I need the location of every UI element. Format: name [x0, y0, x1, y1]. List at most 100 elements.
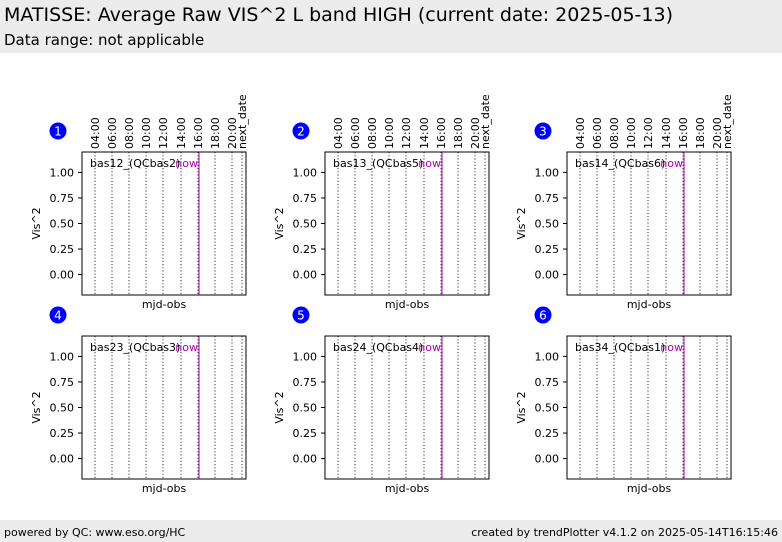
y-tick-label: 0.00	[535, 453, 560, 466]
y-tick-label: 0.25	[293, 243, 318, 256]
x-tick-label: 18:00	[209, 117, 222, 149]
plot-frame	[81, 151, 247, 296]
now-label: now	[175, 341, 198, 354]
now-label: now	[660, 157, 683, 170]
panel-number-badge	[534, 122, 552, 140]
x-tick-label: 08:00	[366, 117, 379, 149]
page-subtitle: Data range: not applicable	[4, 31, 205, 49]
y-axis-label: Vis^2	[515, 391, 528, 423]
now-label: now	[660, 341, 683, 354]
x-tick-label: 06:00	[349, 117, 362, 149]
panel-number-label: 1	[54, 125, 62, 139]
x-tick-label: 12:00	[157, 117, 170, 149]
now-label: now	[418, 341, 441, 354]
x-tick-label: 06:00	[106, 117, 119, 149]
panel-number-label: 6	[539, 309, 547, 323]
y-tick-label: 0.50	[293, 218, 318, 231]
x-tick-label: 16:00	[435, 117, 448, 149]
x-tick-label: 14:00	[175, 117, 188, 149]
x-axis-label: mjd-obs	[385, 298, 430, 311]
y-tick-label: 0.25	[50, 427, 75, 440]
baseline-label: bas34_(QCbas1)	[575, 341, 665, 354]
x-tick-label: next_date	[479, 94, 492, 149]
plot-frame	[566, 151, 732, 296]
baseline-label: bas13_(QCbas5)	[333, 157, 423, 170]
x-tick-label: 04:00	[332, 117, 345, 149]
y-tick-label: 0.25	[50, 243, 75, 256]
y-tick-label: 0.50	[50, 218, 75, 231]
x-tick-label: 14:00	[660, 117, 673, 149]
y-tick-label: 0.25	[293, 427, 318, 440]
x-tick-label: 16:00	[192, 117, 205, 149]
y-tick-label: 1.00	[293, 166, 318, 179]
footer-powered-by: powered by QC: www.eso.org/HC	[4, 526, 186, 539]
x-tick-label: 14:00	[418, 117, 431, 149]
footer-created-by: created by trendPlotter v4.1.2 on 2025-0…	[471, 526, 778, 539]
y-axis-label: Vis^2	[30, 391, 43, 423]
y-tick-label: 0.75	[50, 376, 75, 389]
y-tick-label: 0.00	[50, 453, 75, 466]
y-tick-label: 0.75	[293, 376, 318, 389]
panel-number-badge	[534, 306, 552, 324]
y-tick-label: 1.00	[535, 166, 560, 179]
baseline-label: bas14_(QCbas6)	[575, 157, 665, 170]
panel-number-label: 2	[297, 125, 305, 139]
x-axis-label: mjd-obs	[142, 482, 187, 495]
plot-frame	[566, 335, 732, 480]
y-tick-label: 0.75	[535, 376, 560, 389]
y-tick-label: 0.75	[535, 192, 560, 205]
panel-number-badge	[49, 306, 67, 324]
x-axis-label: mjd-obs	[627, 482, 672, 495]
y-tick-label: 0.25	[535, 243, 560, 256]
y-tick-label: 0.75	[293, 192, 318, 205]
y-tick-label: 1.00	[535, 350, 560, 363]
x-tick-label: 18:00	[452, 117, 465, 149]
x-tick-label: 20:00	[469, 117, 482, 149]
x-axis-label: mjd-obs	[627, 298, 672, 311]
x-tick-label: 18:00	[694, 117, 707, 149]
x-tick-label: 04:00	[574, 117, 587, 149]
panel-number-badge	[292, 122, 310, 140]
y-tick-label: 1.00	[293, 350, 318, 363]
now-label: now	[175, 157, 198, 170]
x-tick-label: next_date	[236, 94, 249, 149]
x-axis-label: mjd-obs	[142, 298, 187, 311]
y-tick-label: 1.00	[50, 350, 75, 363]
x-tick-label: 12:00	[642, 117, 655, 149]
now-label: now	[418, 157, 441, 170]
y-tick-label: 0.00	[293, 453, 318, 466]
y-tick-label: 0.50	[293, 402, 318, 415]
plot-frame	[324, 151, 490, 296]
header-bar: MATISSE: Average Raw VIS^2 L band HIGH (…	[0, 0, 782, 53]
y-axis-label: Vis^2	[515, 207, 528, 239]
plot-frame	[324, 335, 490, 480]
panel-number-badge	[49, 122, 67, 140]
footer-bar: powered by QC: www.eso.org/HC created by…	[0, 520, 782, 542]
y-tick-label: 0.00	[50, 269, 75, 282]
x-tick-label: 10:00	[625, 117, 638, 149]
y-tick-label: 0.50	[50, 402, 75, 415]
y-tick-label: 0.50	[535, 218, 560, 231]
x-tick-label: 04:00	[89, 117, 102, 149]
panel-number-label: 4	[54, 309, 62, 323]
x-tick-label: 12:00	[400, 117, 413, 149]
y-axis-label: Vis^2	[273, 207, 286, 239]
y-tick-label: 0.50	[535, 402, 560, 415]
panel-number-label: 5	[297, 309, 305, 323]
x-axis-label: mjd-obs	[385, 482, 430, 495]
y-tick-label: 0.00	[535, 269, 560, 282]
x-tick-label: 08:00	[123, 117, 136, 149]
x-tick-label: 20:00	[226, 117, 239, 149]
x-tick-label: 10:00	[140, 117, 153, 149]
x-tick-label: next_date	[721, 94, 734, 149]
x-tick-label: 06:00	[591, 117, 604, 149]
panel-number-badge	[292, 306, 310, 324]
x-tick-label: 16:00	[677, 117, 690, 149]
